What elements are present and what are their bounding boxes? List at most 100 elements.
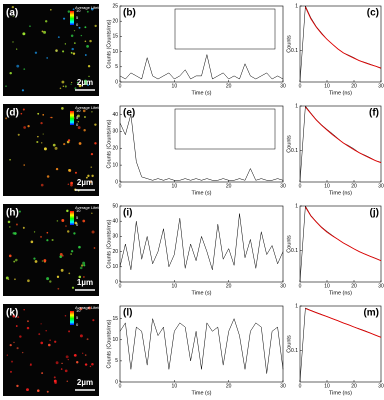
plot-frame	[299, 5, 382, 83]
spot	[27, 320, 29, 323]
data-line	[119, 213, 284, 270]
x-tick-label: 20	[351, 283, 357, 289]
spot	[46, 175, 50, 178]
spot	[40, 121, 43, 125]
scale-bar-label: 1µm	[77, 278, 93, 287]
y-axis-label: Counts	[286, 135, 292, 153]
spot	[5, 117, 8, 120]
spot	[56, 220, 59, 222]
x-axis-label: Time (ns)	[329, 190, 352, 196]
spot	[83, 264, 86, 267]
y-axis-label: Counts (Counts/ms)	[106, 219, 112, 268]
spot	[70, 83, 72, 85]
x-tick-label: 10	[172, 83, 178, 89]
y-tick-label: 5	[115, 358, 118, 364]
spot	[41, 372, 44, 375]
x-tick-label: 0	[299, 283, 302, 289]
spot	[53, 379, 57, 383]
spot	[94, 123, 97, 126]
spot	[16, 64, 20, 68]
colorbar-tick-label: 5	[76, 215, 79, 220]
spot	[72, 8, 75, 11]
spot	[50, 116, 53, 119]
colorbar	[70, 211, 74, 225]
spot	[65, 225, 67, 227]
spot	[61, 362, 63, 365]
spot	[82, 219, 86, 223]
spot	[67, 10, 71, 13]
spot	[40, 183, 44, 187]
spot	[70, 183, 73, 187]
y-tick-label: 0.1	[291, 48, 298, 54]
y-tick-label: 1	[295, 303, 298, 309]
spot	[36, 389, 40, 392]
x-tick-label: 20	[226, 183, 232, 189]
spot	[90, 152, 94, 156]
spot	[46, 57, 48, 59]
spot	[78, 245, 81, 249]
spot	[18, 210, 21, 213]
x-tick-label: 20	[226, 383, 232, 389]
spot	[88, 75, 90, 78]
spot	[86, 10, 89, 13]
spot	[60, 268, 64, 272]
spot	[76, 81, 79, 84]
spot	[82, 352, 84, 354]
spot	[45, 329, 47, 332]
spot	[33, 231, 36, 233]
spot	[62, 50, 65, 53]
fit-line	[305, 308, 382, 338]
spot	[74, 42, 76, 44]
x-tick-label: 30	[378, 283, 384, 289]
spot	[59, 255, 62, 258]
panel-label: (j)	[370, 208, 379, 219]
spot	[23, 68, 26, 71]
spot	[65, 355, 69, 359]
spot	[89, 39, 92, 43]
flim-image	[3, 104, 99, 196]
inset-frame	[174, 108, 276, 150]
x-tick-label: 0	[119, 283, 122, 289]
colorbar-tick-label: 10	[76, 308, 81, 313]
spot	[29, 25, 31, 27]
spot	[67, 359, 69, 361]
colorbar-tick-label: 5	[76, 15, 79, 20]
spot	[79, 307, 83, 311]
scale-bar-label: 2µm	[77, 378, 93, 387]
plot-frame	[299, 105, 382, 183]
inset-frame	[174, 8, 276, 50]
spot	[76, 114, 80, 118]
y-tick-label: 15	[112, 316, 118, 322]
spot	[22, 32, 26, 36]
spot	[11, 5, 14, 9]
spot	[12, 41, 14, 43]
spot	[50, 9, 52, 11]
y-tick-label: 50	[112, 203, 118, 209]
spot	[54, 146, 58, 150]
y-axis-label: Counts	[286, 335, 292, 353]
spot	[5, 85, 7, 88]
x-axis-label: Time (s)	[192, 290, 212, 296]
spot	[73, 232, 76, 235]
fit-line	[305, 206, 382, 262]
spot	[42, 133, 44, 135]
spot	[52, 143, 56, 147]
x-tick-label: 20	[351, 83, 357, 89]
spot	[64, 43, 67, 45]
spot	[76, 361, 79, 364]
spot	[87, 65, 91, 68]
spot	[16, 48, 18, 50]
x-tick-label: 0	[119, 383, 122, 389]
spot	[45, 20, 48, 23]
y-tick-label: 0.1	[291, 148, 298, 154]
spot	[72, 52, 76, 55]
colorbar-title: Average Lifetime [ns]	[75, 205, 113, 210]
spot	[80, 264, 84, 267]
colorbar-tick-label: 0	[76, 22, 79, 27]
spot	[36, 140, 39, 144]
spot	[11, 360, 14, 363]
x-tick-label: 0	[299, 383, 302, 389]
panel-label: (d)	[6, 108, 19, 119]
panel-label: (k)	[6, 308, 18, 319]
spot	[68, 168, 71, 172]
